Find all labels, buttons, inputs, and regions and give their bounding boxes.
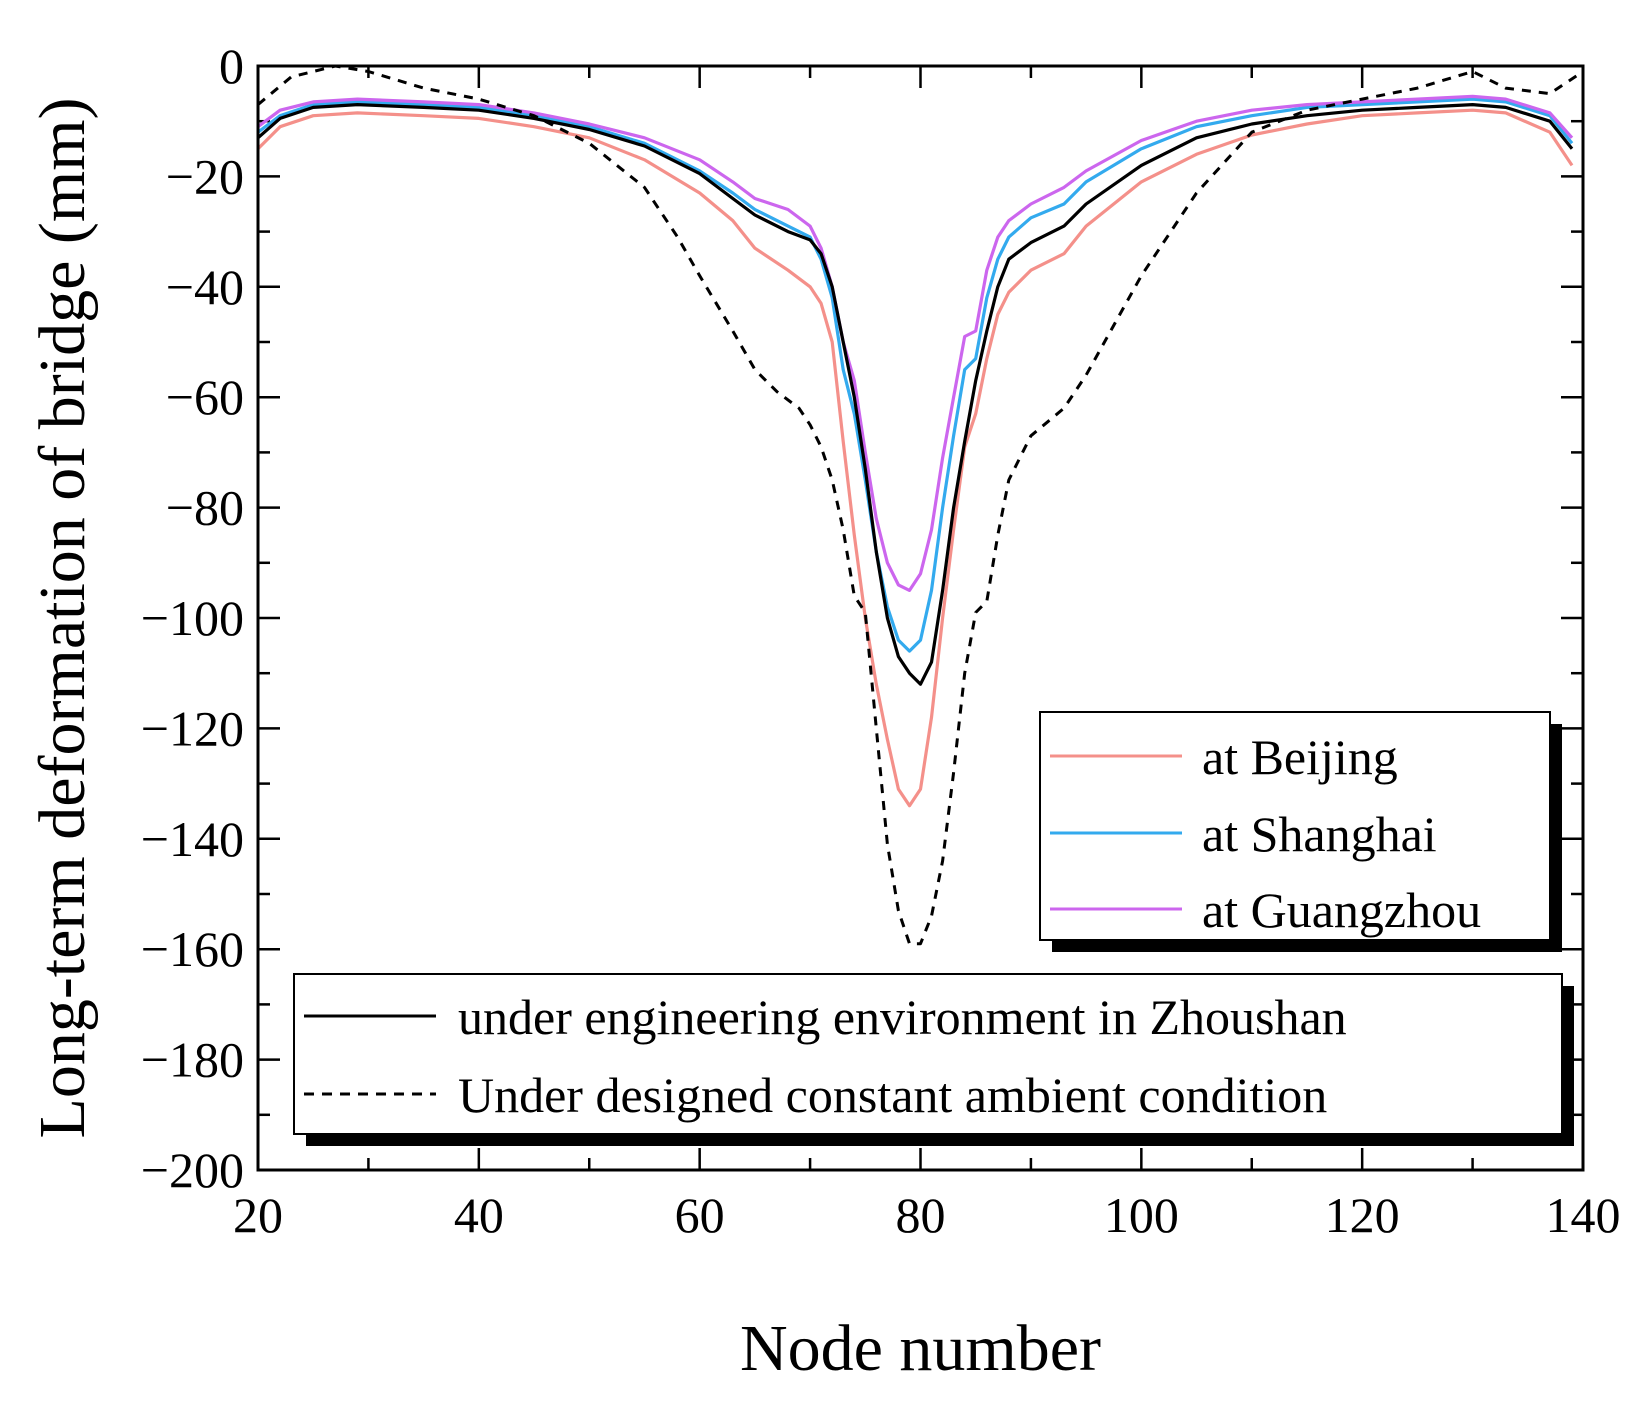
x-tick-label: 20 <box>233 1187 283 1243</box>
y-tick-label: 0 <box>219 38 244 94</box>
legend-label-designed: Under designed constant ambient conditio… <box>458 1067 1327 1123</box>
x-tick-label: 140 <box>1546 1187 1621 1243</box>
tick-labels: 20 40 60 80 100 120 140 0 −20 −40 −60 −80 −100 −120 −1… <box>141 38 1621 1243</box>
x-tick-label: 40 <box>454 1187 504 1243</box>
series-line-1 <box>257 97 1574 653</box>
legend-label-beijing: at Beijing <box>1202 729 1398 785</box>
y-tick-label: −140 <box>141 811 244 867</box>
x-tick-label: 100 <box>1104 1187 1179 1243</box>
legend-label-shanghai: at Shanghai <box>1202 806 1437 862</box>
legend-cities: at Beijing at Shanghai at Guangzhou <box>1039 711 1562 952</box>
y-tick-label: −100 <box>141 590 244 646</box>
y-axis-title: Long-term deformation of bridge (mm) <box>26 97 99 1138</box>
plot-frame <box>256 64 1585 1172</box>
series-line-3 <box>256 102 1574 686</box>
legend-label-guangzhou: at Guangzhou <box>1202 882 1481 938</box>
y-tick-label: −80 <box>166 480 244 536</box>
legend-conditions: under engineering environment in Zhousha… <box>293 973 1574 1146</box>
x-tick-label: 120 <box>1325 1187 1400 1243</box>
series-line-0 <box>256 108 1574 808</box>
series-group <box>256 64 1584 946</box>
series-line-2 <box>257 94 1574 593</box>
y-tick-label: −20 <box>166 148 244 204</box>
y-tick-label: −160 <box>141 921 244 977</box>
x-tick-label: 60 <box>675 1187 725 1243</box>
series-line-4 <box>257 64 1584 946</box>
x-tick-label: 80 <box>896 1187 946 1243</box>
y-tick-label: −200 <box>141 1142 244 1198</box>
legend-label-zhoushan: under engineering environment in Zhousha… <box>458 989 1347 1045</box>
y-tick-label: −60 <box>166 369 244 425</box>
legend-conditions-box <box>293 973 1563 1135</box>
y-tick-label: −180 <box>141 1032 244 1088</box>
x-axis-title: Node number <box>740 1312 1101 1385</box>
y-tick-label: −40 <box>166 259 244 315</box>
axis-ticks <box>256 64 1585 1172</box>
legend-cities-box <box>1039 711 1551 941</box>
y-tick-label: −120 <box>141 700 244 756</box>
